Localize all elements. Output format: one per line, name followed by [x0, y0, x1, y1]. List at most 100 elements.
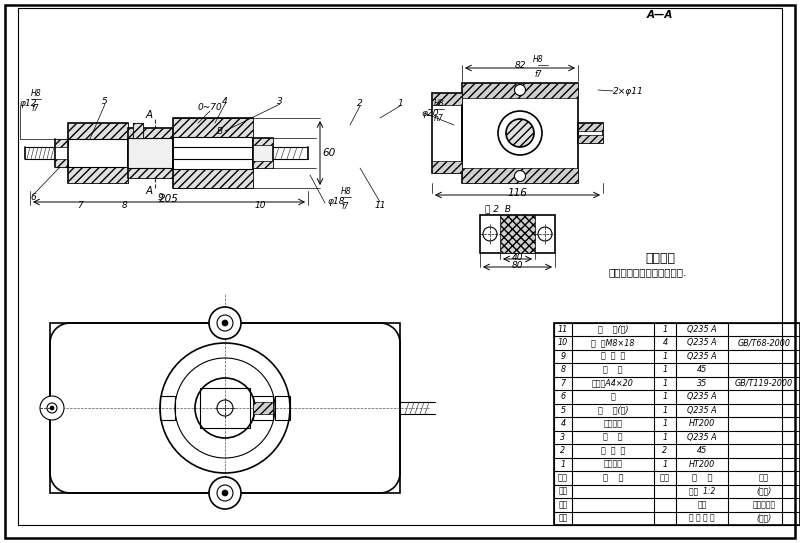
Text: 陡  口  板: 陡 口 板 — [601, 446, 625, 455]
Bar — [253, 161, 273, 168]
Text: 序号: 序号 — [558, 473, 568, 482]
Text: GB/T68-2000: GB/T68-2000 — [738, 338, 790, 348]
Text: 1: 1 — [662, 460, 667, 469]
Text: 3: 3 — [561, 433, 566, 442]
Text: 11: 11 — [374, 200, 386, 210]
Bar — [462, 83, 578, 183]
Text: 35: 35 — [697, 379, 707, 388]
Bar — [554, 323, 800, 525]
Text: 80: 80 — [512, 261, 523, 269]
Bar — [462, 83, 578, 98]
Text: 质量: 质量 — [698, 500, 706, 509]
Text: 1: 1 — [662, 433, 667, 442]
Bar — [68, 123, 128, 183]
Text: HT200: HT200 — [689, 419, 715, 428]
Bar — [68, 167, 128, 183]
Text: 审核: 审核 — [559, 487, 568, 496]
Text: H8: H8 — [533, 55, 543, 64]
Bar — [253, 402, 273, 414]
Text: H8: H8 — [341, 187, 352, 196]
Text: f7: f7 — [341, 202, 349, 211]
Text: 螺    钉: 螺 钉 — [603, 433, 622, 442]
Bar — [432, 93, 462, 173]
Text: 备注: 备注 — [759, 473, 769, 482]
Text: 技术要求: 技术要求 — [645, 251, 675, 264]
Bar — [462, 168, 578, 183]
Text: Q235 A: Q235 A — [687, 406, 717, 415]
Text: 名    称: 名 称 — [602, 473, 623, 482]
Bar — [133, 123, 143, 138]
Text: φ20: φ20 — [422, 109, 439, 117]
Bar — [432, 93, 462, 105]
Text: 设计: 设计 — [559, 514, 568, 523]
Text: Q235 A: Q235 A — [687, 433, 717, 442]
Text: 82: 82 — [514, 61, 526, 71]
Text: 1: 1 — [662, 392, 667, 401]
Text: 材    料: 材 料 — [692, 473, 712, 482]
Text: 9: 9 — [561, 352, 566, 361]
Text: 活动陡身: 活动陡身 — [603, 419, 622, 428]
Text: 圆柱销A4×20: 圆柱销A4×20 — [592, 379, 634, 388]
Text: 1: 1 — [397, 98, 403, 108]
Text: 1: 1 — [662, 365, 667, 374]
Text: 205: 205 — [159, 194, 179, 204]
Circle shape — [222, 320, 228, 326]
Text: 2×φ11: 2×φ11 — [613, 86, 644, 96]
Text: 6: 6 — [30, 193, 36, 203]
Text: 4: 4 — [662, 338, 667, 348]
Text: (单位): (单位) — [756, 514, 772, 523]
Text: 1: 1 — [662, 325, 667, 334]
Text: (图号): (图号) — [756, 487, 772, 496]
Text: HT200: HT200 — [689, 460, 715, 469]
Text: 比例  1:2: 比例 1:2 — [689, 487, 715, 496]
Text: H8: H8 — [31, 89, 42, 98]
Text: 7: 7 — [561, 379, 566, 388]
Bar — [253, 396, 273, 420]
Text: A—A: A—A — [647, 10, 673, 20]
Bar — [128, 128, 173, 178]
Text: A: A — [146, 110, 153, 120]
Bar — [275, 396, 290, 420]
Text: 装配后应保证螺杆转动灵活.: 装配后应保证螺杆转动灵活. — [609, 267, 687, 277]
Bar — [128, 128, 173, 138]
Circle shape — [50, 406, 54, 410]
Text: 螺  钉M8×18: 螺 钉M8×18 — [591, 338, 634, 348]
Circle shape — [498, 111, 542, 155]
Bar — [173, 169, 253, 188]
Circle shape — [506, 119, 534, 147]
Bar — [128, 168, 173, 178]
Text: 5: 5 — [102, 97, 108, 105]
Bar — [200, 388, 250, 428]
Text: 10: 10 — [558, 338, 568, 348]
Text: f7: f7 — [534, 70, 542, 79]
Text: Q235 A: Q235 A — [687, 352, 717, 361]
Bar — [133, 123, 143, 138]
Circle shape — [514, 85, 526, 96]
Circle shape — [209, 307, 241, 339]
Text: 2: 2 — [662, 446, 667, 455]
Text: 垫    圈(一): 垫 圈(一) — [598, 406, 628, 415]
Text: 固定陡座: 固定陡座 — [603, 460, 622, 469]
Text: 数量: 数量 — [660, 473, 670, 482]
Text: 116: 116 — [507, 188, 527, 198]
Bar — [578, 123, 603, 143]
Circle shape — [222, 490, 228, 496]
Bar — [173, 118, 253, 188]
Text: 1: 1 — [662, 379, 667, 388]
Circle shape — [538, 227, 552, 241]
Bar — [253, 138, 273, 145]
Text: φ18: φ18 — [328, 197, 346, 205]
Text: 1: 1 — [662, 352, 667, 361]
Bar — [253, 138, 273, 168]
Text: 垫    圈(二): 垫 圈(二) — [598, 325, 628, 334]
Bar — [500, 215, 535, 253]
Text: 10: 10 — [254, 200, 266, 210]
Text: 8: 8 — [561, 365, 566, 374]
Bar — [578, 135, 603, 143]
Text: 0~70: 0~70 — [198, 104, 222, 112]
Bar — [55, 139, 68, 147]
Circle shape — [514, 171, 526, 181]
Text: 件 2  B: 件 2 B — [485, 205, 511, 213]
Bar — [173, 118, 253, 137]
Bar — [480, 215, 555, 253]
